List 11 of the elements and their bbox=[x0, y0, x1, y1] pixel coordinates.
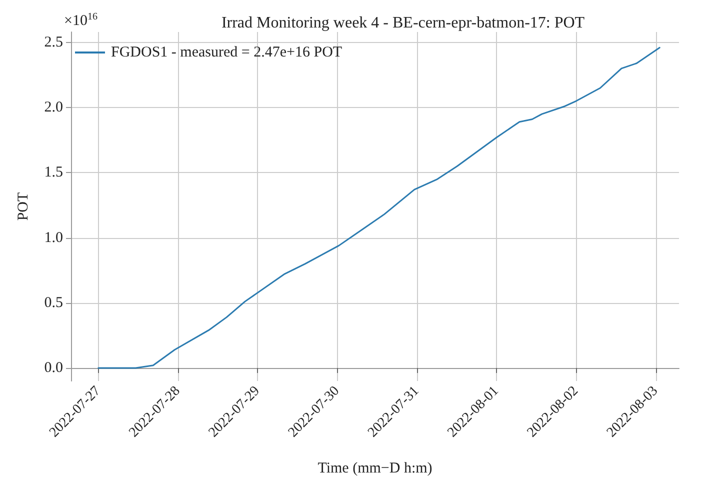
y-tick-label: 0.5 bbox=[44, 294, 63, 311]
y-tick-label: 1.0 bbox=[44, 230, 63, 246]
chart-title: Irrad Monitoring week 4 - BE-cern-epr-batmon-17: POT bbox=[221, 14, 585, 32]
line-series bbox=[98, 46, 660, 369]
y-tick-label: 1.5 bbox=[44, 164, 63, 181]
y-tick-label: 2.5 bbox=[44, 34, 63, 50]
y-tick-label: 2.0 bbox=[44, 100, 63, 116]
y-axis-title: POT bbox=[16, 192, 32, 221]
x-axis-title: Time (mm−D h:m) bbox=[318, 460, 432, 476]
legend-label: FGDOS1 - measured = 2.47e+16 POT bbox=[111, 44, 342, 60]
y-tick-label: 0.0 bbox=[44, 360, 63, 376]
